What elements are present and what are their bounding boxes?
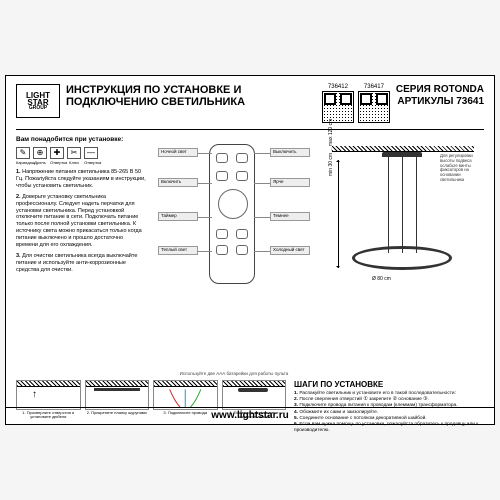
remote-button <box>236 229 248 239</box>
tool-item: ⊕Дрель <box>33 147 47 165</box>
wire-icon <box>416 157 417 253</box>
pencil-icon: ✎ <box>16 147 30 159</box>
tool-item: ✂Ключ <box>67 147 81 165</box>
tool-item: ✎Карандаш <box>16 147 30 165</box>
dimension-diameter: Ø 80 cm <box>372 276 391 282</box>
instruction-sheet: LIGHT STAR GROUP ИНСТРУКЦИЯ ПО УСТАНОВКЕ… <box>5 75 495 425</box>
callout-line <box>198 183 212 184</box>
callout: Темнее <box>270 212 310 221</box>
drill-icon: ↑ <box>32 389 37 400</box>
need-title: Вам понадобится при установке: <box>16 136 146 144</box>
tool-label: Отвертка <box>84 160 98 165</box>
callout-line <box>198 217 212 218</box>
canopy-icon <box>238 388 268 392</box>
header: LIGHT STAR GROUP ИНСТРУКЦИЯ ПО УСТАНОВКЕ… <box>16 84 484 130</box>
step-line: Если вам нужна помощь по установке, пожа… <box>294 422 484 434</box>
ceiling-icon <box>17 381 80 387</box>
qr-icon <box>358 91 390 123</box>
callout: Ночной свет <box>158 148 198 157</box>
callout: Теплый свет <box>158 246 198 255</box>
step-illustration <box>153 380 218 410</box>
dimension-height: min 30 cm ... max 120 cm <box>328 119 334 176</box>
drill-icon: ⊕ <box>33 147 47 159</box>
ceiling-icon <box>86 381 149 387</box>
flat-screwdriver-icon: — <box>84 147 98 159</box>
articles: АРТИКУЛЫ 73641 <box>396 96 484 108</box>
callout: Включить <box>158 178 198 187</box>
title-line1: ИНСТРУКЦИЯ ПО УСТАНОВКЕ И <box>66 84 316 96</box>
callout-line <box>254 153 270 154</box>
callout-line <box>254 183 270 184</box>
logo-line: GROUP <box>29 106 47 111</box>
remote-button <box>236 171 248 181</box>
title-line2: ПОДКЛЮЧЕНИЮ СВЕТИЛЬНИКА <box>66 96 316 108</box>
callout-line <box>198 153 212 154</box>
tool-item: ✚Отвертка <box>50 147 64 165</box>
qr-1: 736412 <box>322 84 354 123</box>
callout: Холодный свет <box>270 246 310 255</box>
qr-label: 736412 <box>322 84 354 90</box>
step-illustration <box>222 380 287 410</box>
footer-url: www.lightstar.ru <box>6 407 494 421</box>
series-block: СЕРИЯ ROTONDA АРТИКУЛЫ 73641 <box>396 84 484 108</box>
step-illustration: ↑ <box>16 380 81 410</box>
tool-label: Дрель <box>33 160 47 165</box>
callout-line <box>254 251 270 252</box>
callout-line <box>198 251 212 252</box>
tool-label: Карандаш <box>16 160 30 165</box>
tool-item: —Отвертка <box>84 147 98 165</box>
step-illustration <box>85 380 150 410</box>
screwdriver-icon: ✚ <box>50 147 64 159</box>
steps-title: ШАГИ ПО УСТАНОВКЕ <box>294 380 484 389</box>
remote-button <box>216 229 228 239</box>
callout-line <box>254 217 270 218</box>
qr-label: 736417 <box>358 84 390 90</box>
dimension-arrow-vertical <box>338 160 339 268</box>
remote-caption: Используйте две ААА батарейки для работы… <box>154 371 314 376</box>
callout: Таймер <box>158 212 198 221</box>
remote-button <box>216 153 228 163</box>
remote-button <box>236 245 248 255</box>
requirements-column: Вам понадобится при установке: ✎Карандаш… <box>16 136 146 376</box>
callout: Выключить <box>270 148 310 157</box>
note-3: 3. Для очистки светильника всегда выключ… <box>16 253 146 274</box>
ring-lamp-icon <box>352 246 452 270</box>
ceiling-icon <box>223 381 286 387</box>
note-2: 2. Доверьте установку светильника профес… <box>16 194 146 249</box>
remote-button <box>216 245 228 255</box>
wire-icon <box>388 157 389 253</box>
tools-row: ✎Карандаш ⊕Дрель ✚Отвертка ✂Ключ —Отверт… <box>16 147 146 165</box>
brand-logo: LIGHT STAR GROUP <box>16 84 60 118</box>
series-name: СЕРИЯ ROTONDA <box>396 84 484 96</box>
mounting-diagram: min 30 cm ... max 120 cm Ø 80 cm Для рег… <box>322 136 484 376</box>
wires-icon <box>154 381 217 410</box>
doc-title: ИНСТРУКЦИЯ ПО УСТАНОВКЕ И ПОДКЛЮЧЕНИЮ СВ… <box>66 84 316 108</box>
height-adjust-note: Для регулировки высоты подвеса ослабьте … <box>440 154 484 183</box>
callout: Ярче <box>270 178 310 187</box>
tool-label: Отвертка <box>50 160 64 165</box>
remote-outline <box>209 144 255 284</box>
wrench-icon: ✂ <box>67 147 81 159</box>
bracket-icon <box>94 388 141 391</box>
body: Вам понадобится при установке: ✎Карандаш… <box>16 136 484 376</box>
tool-label: Ключ <box>67 160 81 165</box>
qr-codes: 736412 736417 <box>322 84 390 123</box>
note-1: 1. Напряжение питания светильника 85-265… <box>16 169 146 190</box>
qr-2: 736417 <box>358 84 390 123</box>
remote-diagram: Ночной свет Включить Таймер Теплый свет … <box>154 136 314 376</box>
wire-icon <box>402 157 403 253</box>
remote-button <box>236 153 248 163</box>
qr-icon <box>322 91 354 123</box>
remote-dpad <box>218 189 248 219</box>
remote-button <box>216 171 228 181</box>
